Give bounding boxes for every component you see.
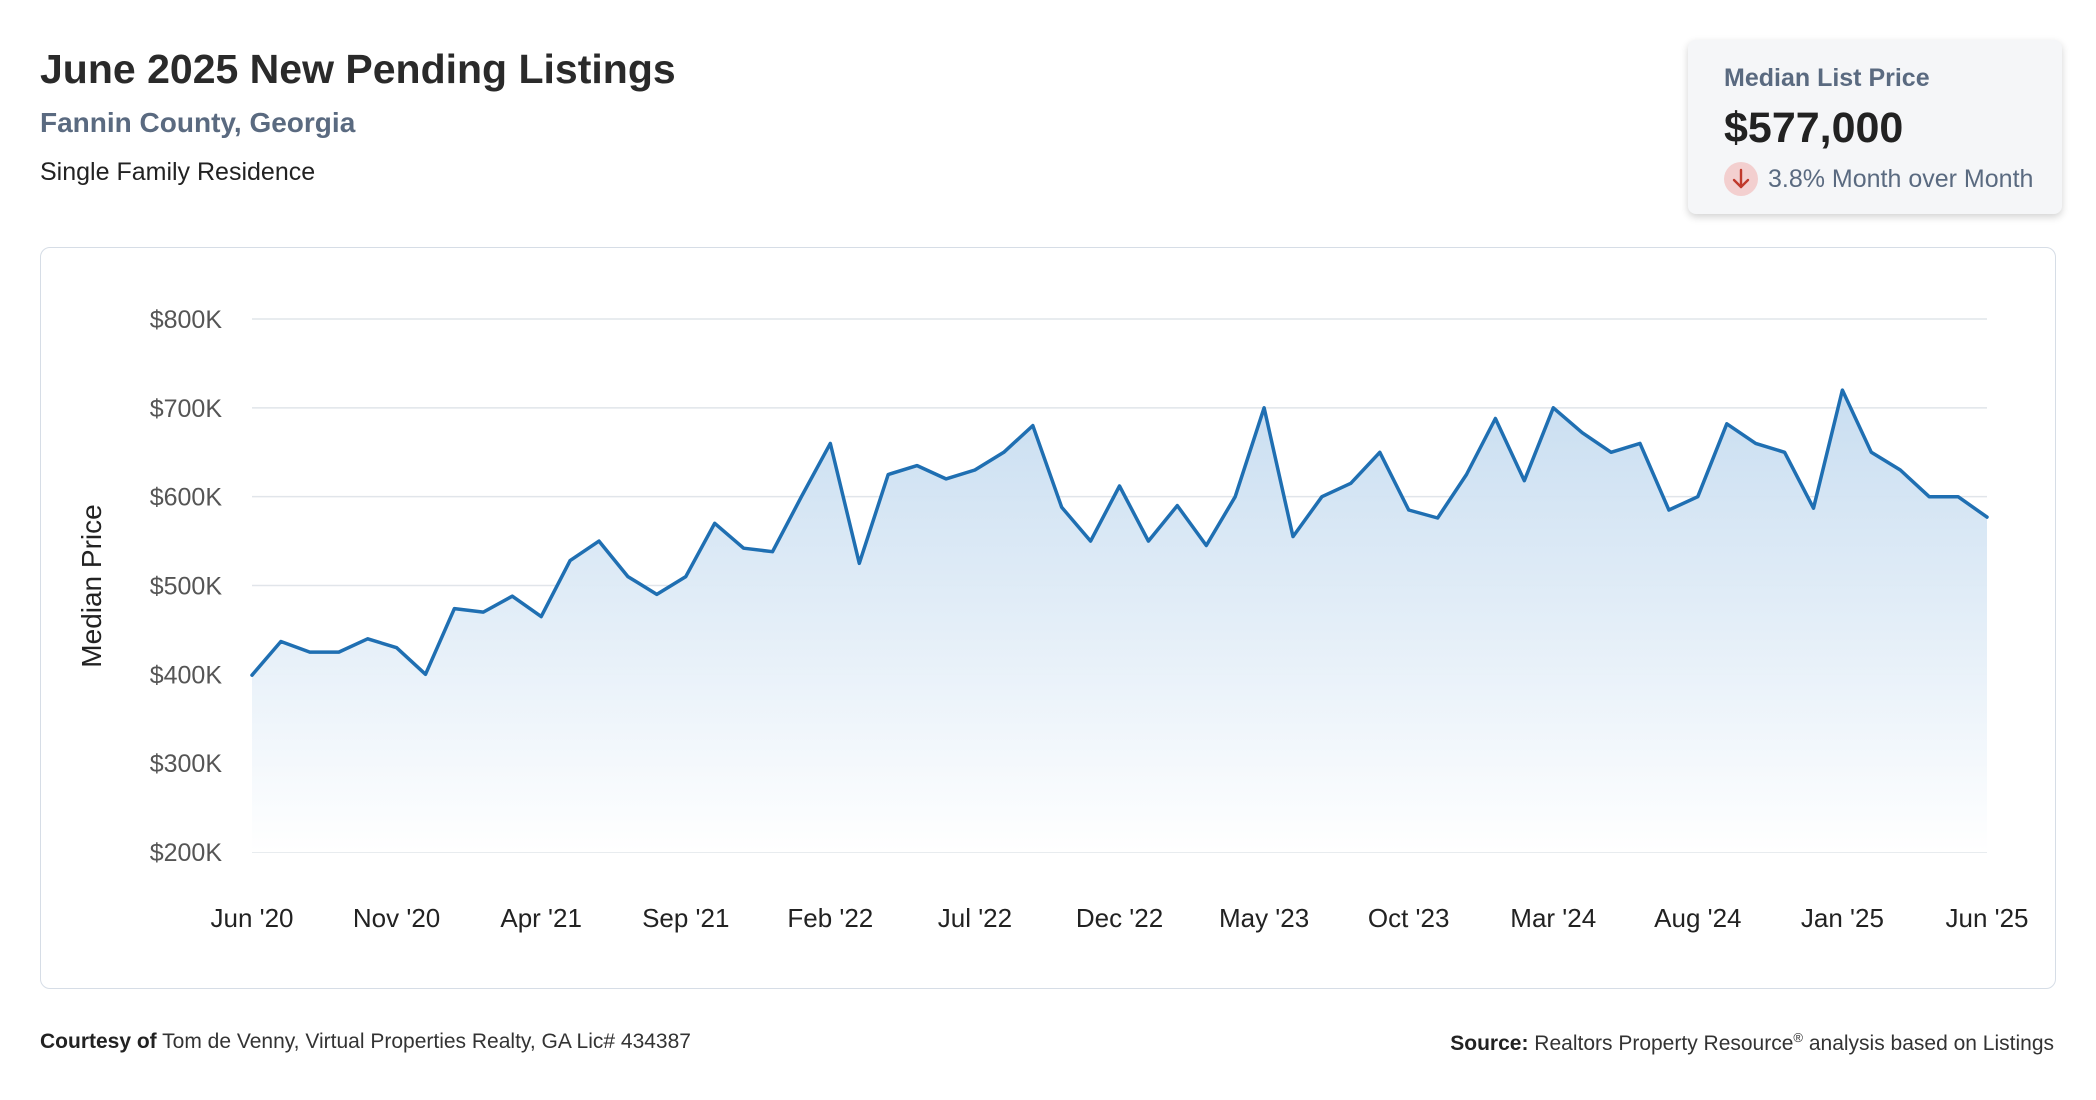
kpi-change-text: 3.8% Month over Month [1768,164,2034,193]
x-tick-label: Aug '24 [1654,903,1741,933]
x-tick-label: Dec '22 [1076,903,1163,933]
courtesy-text: Tom de Venny, Virtual Properties Realty,… [162,1030,691,1053]
median-price-line [250,388,1989,677]
y-tick-label: $500K [150,573,223,601]
y-tick-label: $600K [150,484,223,512]
registered-mark: ® [1793,1030,1803,1045]
courtesy-footer: Courtesy of Tom de Venny, Virtual Proper… [40,1030,691,1054]
x-tick-label: Sep '21 [642,903,729,933]
median-price-chart: $200K $300K $400K $500K $600K $700K $800K Jun … [76,306,2029,933]
x-tick-label: Apr '21 [500,903,582,933]
x-tick-label: Oct '23 [1368,903,1450,933]
area-fill-path [252,390,1987,852]
median-list-price-card: Median List Price $577,000 3.8% Month ov… [1688,40,2062,214]
kpi-label: Median List Price [1724,64,1930,92]
property-type-label: Single Family Residence [40,158,316,186]
x-tick-label: Mar '24 [1510,903,1596,933]
y-tick-label: $700K [150,395,223,423]
series-line [250,388,1989,677]
source-footer: Source: Realtors Property Resource® anal… [1450,1030,2054,1056]
courtesy-label: Courtesy of [40,1030,157,1053]
source-label: Source: [1450,1032,1529,1055]
y-tick-label: $200K [150,839,223,867]
kpi-change: 3.8% Month over Month [1724,162,2033,196]
x-tick-label: Jun '20 [210,903,293,933]
x-tick-label: Jan '25 [1801,903,1884,933]
x-tick-label: Nov '20 [353,903,440,933]
source-text-1: Realtors Property Resource [1534,1032,1794,1055]
x-axis-ticks: Jun '20 Nov '20 Apr '21 Sep '21 Feb '22 Jul '… [210,903,2028,933]
x-tick-label: Feb '22 [787,903,873,933]
chart-container: $200K $300K $400K $500K $600K $700K $800K Jun … [40,247,2056,989]
page-title: June 2025 New Pending Listings [40,46,676,92]
y-axis-label: Median Price [76,504,107,667]
area-fill [252,390,1987,852]
source-text-2: analysis based on Listings [1808,1032,2054,1055]
y-tick-label: $400K [150,661,223,689]
arrow-down-icon [1724,162,1758,196]
y-axis-ticks: $200K $300K $400K $500K $600K $700K $800K [150,306,223,867]
y-tick-label: $300K [150,750,223,778]
x-tick-label: Jun '25 [1945,903,2028,933]
kpi-value: $577,000 [1724,104,1904,152]
y-tick-label: $800K [150,306,223,334]
x-tick-label: Jul '22 [938,903,1012,933]
location-subtitle: Fannin County, Georgia [40,107,356,138]
x-tick-label: May '23 [1219,903,1309,933]
